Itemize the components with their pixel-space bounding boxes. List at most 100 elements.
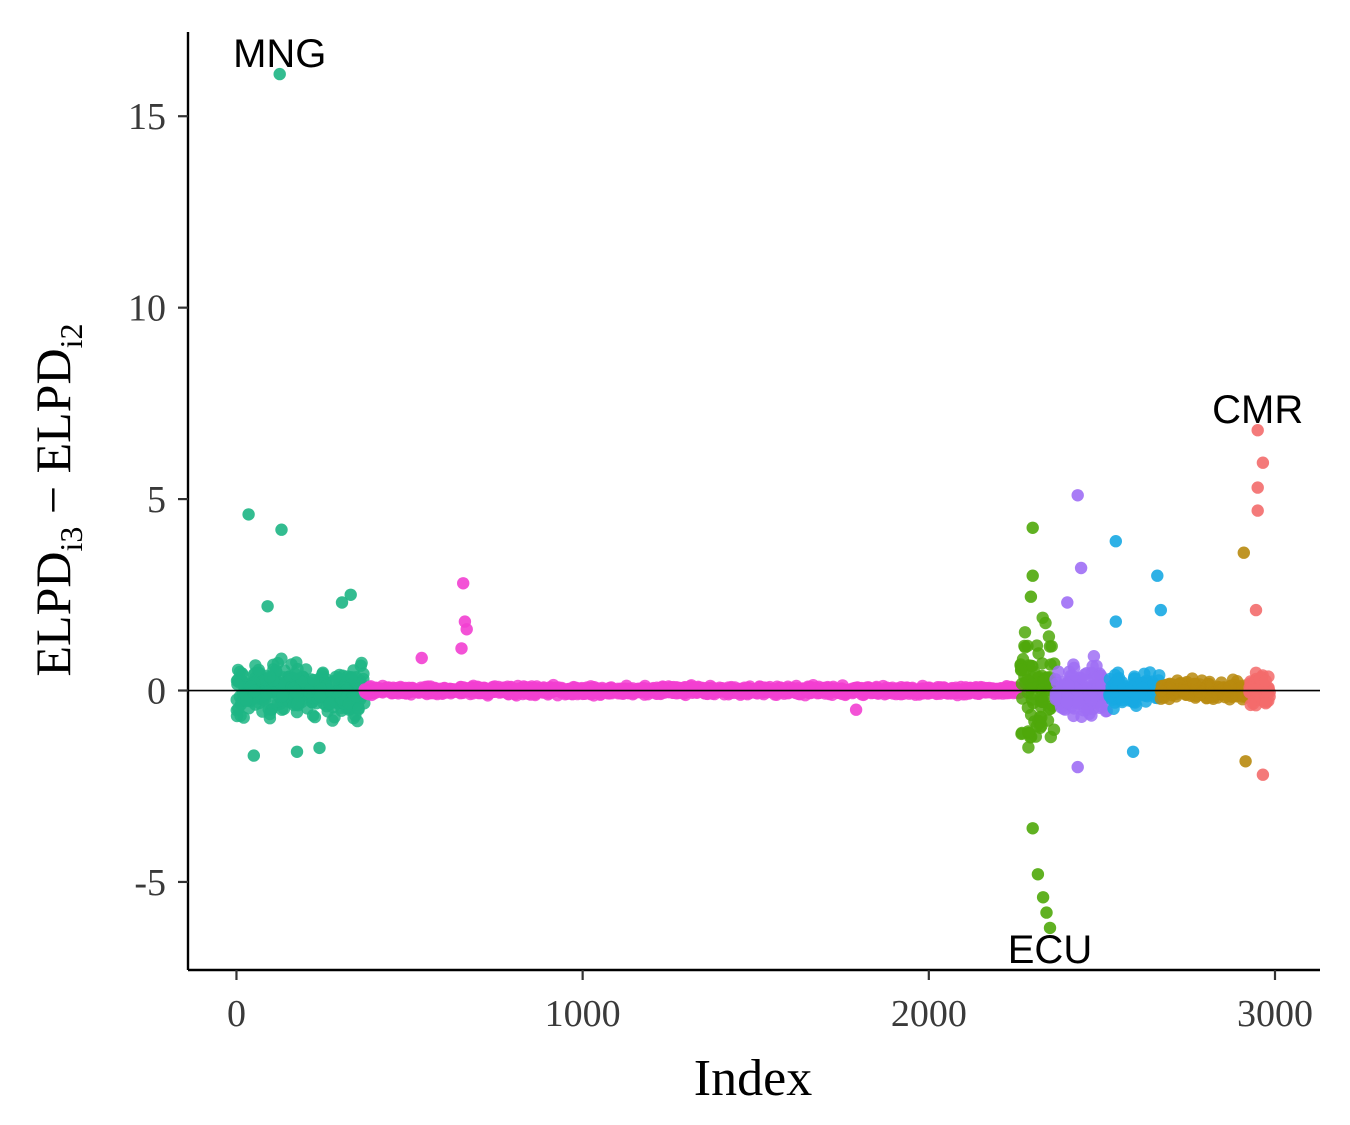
data-point (1025, 678, 1039, 691)
outlier-point (1109, 535, 1123, 548)
y-tick-label: -5 (134, 862, 166, 904)
outlier-point (290, 745, 304, 758)
outlier-point (273, 67, 286, 81)
data-point (1044, 702, 1057, 715)
y-axis-title: ELPDi3 − ELPDi2 (25, 324, 89, 677)
data-point (307, 673, 320, 687)
data-point (263, 707, 277, 721)
data-point (734, 688, 747, 701)
y-axis-title-main-b: ELPD (25, 348, 81, 473)
x-tick-label: 1000 (545, 993, 621, 1035)
data-point (1015, 677, 1029, 690)
data-point (1052, 665, 1065, 678)
data-point (1021, 701, 1035, 714)
outlier-point (1071, 760, 1084, 774)
data-point (252, 663, 265, 677)
data-point (861, 683, 875, 696)
annotation-label: MNG (233, 32, 326, 76)
data-point (1022, 741, 1035, 754)
annotation-label: ECU (1008, 928, 1092, 972)
data-point (1107, 702, 1120, 715)
data-point (438, 681, 451, 695)
outlier-point (242, 508, 255, 521)
data-point (275, 652, 288, 665)
x-tick-label: 0 (227, 993, 246, 1035)
data-point (276, 689, 289, 703)
data-point (1205, 691, 1218, 704)
data-point (329, 670, 343, 684)
outlier-point (1031, 868, 1045, 881)
x-axis-title: Index (694, 1050, 812, 1107)
outlier-point (1151, 569, 1164, 582)
outlier-point (261, 600, 274, 613)
data-point (1042, 630, 1056, 643)
data-point (480, 687, 494, 700)
outlier-point (849, 703, 863, 716)
outlier-point (247, 749, 260, 762)
data-point (1039, 616, 1052, 630)
point-annotations: MNG CMR ECU (233, 32, 1303, 972)
data-point (1259, 674, 1272, 687)
data-point (308, 710, 322, 724)
data-point (919, 686, 932, 699)
data-point (635, 683, 648, 696)
data-point (345, 671, 358, 684)
data-point (1087, 650, 1101, 663)
data-point (654, 681, 667, 695)
data-point (1021, 725, 1035, 738)
data-point (1016, 692, 1029, 705)
data-point (1072, 696, 1085, 710)
data-point (1084, 693, 1098, 707)
data-point (291, 696, 305, 709)
data-point (231, 678, 244, 691)
data-point (563, 685, 576, 699)
data-point (1045, 640, 1058, 653)
data-point (1000, 683, 1013, 696)
data-point (289, 685, 302, 699)
data-point (1193, 687, 1207, 701)
data-point (263, 670, 276, 683)
data-point (1095, 700, 1109, 713)
data-point (1035, 711, 1048, 724)
outlier-point (1256, 768, 1270, 781)
outlier-point (1237, 546, 1251, 559)
data-point (1018, 639, 1031, 653)
y-axis-title-separator: − (25, 473, 81, 526)
data-point (1088, 671, 1101, 684)
outlier-point (1036, 891, 1050, 904)
outlier-point (1251, 481, 1264, 494)
outlier-point (1043, 921, 1057, 935)
x-tick-label: 2000 (891, 993, 967, 1035)
outlier-point (457, 577, 470, 590)
data-points (230, 67, 1276, 935)
data-point (313, 690, 327, 703)
data-point (1062, 679, 1076, 692)
outlier-point (1251, 504, 1264, 517)
outlier-point (1024, 590, 1038, 603)
data-point (1060, 696, 1074, 709)
data-point (351, 714, 364, 728)
outlier-point (344, 588, 357, 601)
outlier-point (1040, 906, 1053, 919)
data-point (601, 687, 614, 700)
outlier-point (1154, 603, 1168, 617)
data-point (289, 667, 302, 681)
data-point (1044, 730, 1058, 744)
data-point (549, 682, 563, 695)
data-point (1086, 660, 1099, 673)
data-point (412, 686, 426, 699)
outlier-point (415, 651, 428, 665)
data-point (461, 682, 474, 695)
data-point (290, 656, 303, 669)
outlier-point (1061, 596, 1074, 609)
outlier-point (1109, 615, 1123, 628)
tick-labels: 0 1000 2000 3000 -5 0 5 10 15 (128, 96, 1313, 1035)
data-point (352, 703, 365, 716)
data-point (1036, 657, 1049, 670)
outlier-point (1126, 745, 1140, 758)
data-point (1018, 626, 1032, 639)
data-point (360, 685, 373, 699)
data-point (278, 664, 291, 677)
data-point (840, 685, 853, 698)
